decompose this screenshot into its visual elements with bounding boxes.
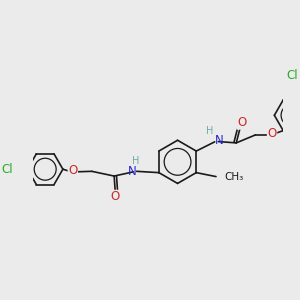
Text: O: O <box>237 116 246 129</box>
Text: H: H <box>132 155 140 166</box>
Text: H: H <box>206 126 214 136</box>
Text: CH₃: CH₃ <box>224 172 244 182</box>
Text: Cl: Cl <box>286 69 298 82</box>
Text: N: N <box>128 165 136 178</box>
Text: Cl: Cl <box>2 163 13 176</box>
Text: O: O <box>68 164 77 177</box>
Text: O: O <box>111 190 120 203</box>
Text: O: O <box>267 128 277 140</box>
Text: N: N <box>215 134 224 147</box>
